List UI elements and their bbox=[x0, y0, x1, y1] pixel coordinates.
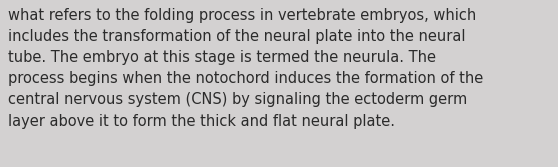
Text: what refers to the folding process in vertebrate embryos, which
includes the tra: what refers to the folding process in ve… bbox=[8, 8, 484, 129]
